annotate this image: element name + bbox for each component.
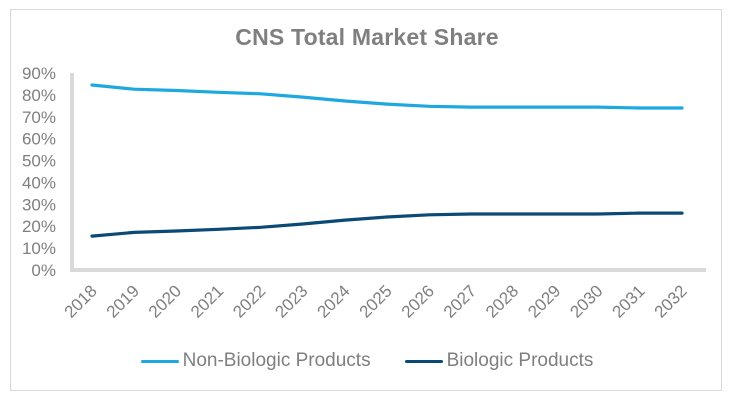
x-tick-label: 2020: [145, 281, 185, 321]
x-tick-label: 2028: [482, 281, 522, 321]
series-lines: [90, 83, 684, 238]
x-tick-label: 2018: [61, 281, 101, 321]
x-tick-label: 2022: [229, 281, 269, 321]
y-tick-label: 60%: [22, 130, 56, 149]
series-line-non-biologic: [90, 83, 684, 110]
chart-frame: [10, 9, 722, 391]
x-tick-label: 2021: [187, 281, 227, 321]
y-tick-label: 70%: [22, 108, 56, 127]
legend-item-biologic: Biologic Products: [404, 350, 594, 372]
y-tick-label: 10%: [22, 239, 56, 258]
legend-swatch-biologic: [404, 359, 443, 363]
legend-swatch-non-biologic: [140, 359, 179, 363]
legend-label-non-biologic: Non-Biologic Products: [182, 350, 371, 371]
x-tick-label: 2031: [609, 281, 649, 321]
x-tick-label: 2024: [314, 281, 354, 321]
x-tick-label: 2025: [356, 281, 396, 321]
chart-title: CNS Total Market Share: [235, 24, 499, 50]
x-tick-label: 2029: [524, 281, 564, 321]
x-tick-label: 2026: [398, 281, 438, 321]
y-tick-label: 50%: [22, 152, 56, 171]
y-axis: 0% 10% 20% 30% 40% 50% 60% 70% 80% 90%: [22, 64, 74, 280]
legend: Non-Biologic Products Biologic Products: [0, 350, 734, 372]
x-tick-label: 2019: [103, 281, 143, 321]
y-tick-label: 30%: [22, 195, 56, 214]
y-tick-label: 40%: [22, 173, 56, 192]
y-tick-label: 20%: [22, 217, 56, 236]
y-tick-label: 80%: [22, 86, 56, 105]
legend-item-non-biologic: Non-Biologic Products: [140, 350, 371, 372]
series-line-biologic: [90, 211, 684, 238]
x-tick-label: 2023: [271, 281, 311, 321]
y-tick-label: 90%: [22, 64, 56, 83]
x-tick-label: 2030: [566, 281, 606, 321]
x-tick-label: 2027: [440, 281, 480, 321]
legend-label-biologic: Biologic Products: [446, 350, 594, 371]
x-tick-label: 2032: [651, 281, 691, 321]
x-axis: 2018 2019 2020 2021 2022 2023 2024 2025 2026 2027…: [61, 268, 706, 322]
y-tick-label: 0%: [31, 261, 56, 280]
